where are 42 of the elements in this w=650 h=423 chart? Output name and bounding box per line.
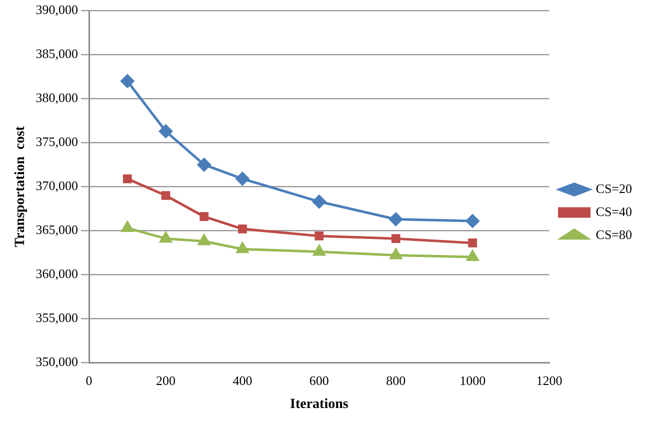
x-tick-label: 600 bbox=[309, 372, 329, 388]
point bbox=[236, 172, 250, 186]
point bbox=[468, 238, 477, 248]
point bbox=[200, 212, 209, 222]
y-tick-label: 355,000 bbox=[36, 310, 78, 326]
y-tick-label: 365,000 bbox=[36, 222, 78, 238]
y-tick-label: 375,000 bbox=[36, 134, 78, 150]
y-tick-label: 385,000 bbox=[36, 46, 78, 62]
point bbox=[197, 158, 211, 172]
x-axis-title: Iterations bbox=[290, 397, 349, 412]
point bbox=[120, 74, 134, 88]
point bbox=[121, 221, 134, 232]
y-tick-label: 380,000 bbox=[36, 90, 78, 106]
y-tick-label: 350,000 bbox=[36, 354, 78, 370]
point bbox=[466, 250, 479, 262]
x-tick-label: 0 bbox=[86, 372, 92, 388]
point bbox=[313, 245, 326, 256]
point bbox=[122, 174, 132, 184]
point bbox=[466, 214, 480, 228]
legend-label: CS=20 bbox=[596, 180, 632, 196]
legend-label: CS=80 bbox=[596, 226, 632, 242]
y-tick-label: 370,000 bbox=[36, 178, 78, 194]
point bbox=[160, 232, 172, 243]
x-tick-label: 400 bbox=[232, 372, 252, 388]
point bbox=[198, 234, 210, 246]
point bbox=[236, 242, 248, 254]
point bbox=[161, 191, 170, 200]
point bbox=[159, 124, 173, 138]
point bbox=[312, 194, 326, 208]
point bbox=[390, 248, 402, 260]
point bbox=[314, 232, 324, 240]
x-tick-label: 800 bbox=[386, 372, 406, 388]
x-tick-label: 1000 bbox=[460, 372, 486, 388]
x-tick-label: 1200 bbox=[536, 372, 562, 388]
point bbox=[389, 212, 403, 226]
legend-label: CS=40 bbox=[596, 204, 632, 219]
y-tick-label: 360,000 bbox=[36, 266, 78, 282]
y-tick-label: 390,000 bbox=[36, 2, 78, 18]
point bbox=[238, 224, 247, 234]
x-tick-label: 200 bbox=[156, 372, 176, 388]
point bbox=[391, 234, 400, 244]
y-axis-title: Transportation cost bbox=[13, 126, 28, 248]
